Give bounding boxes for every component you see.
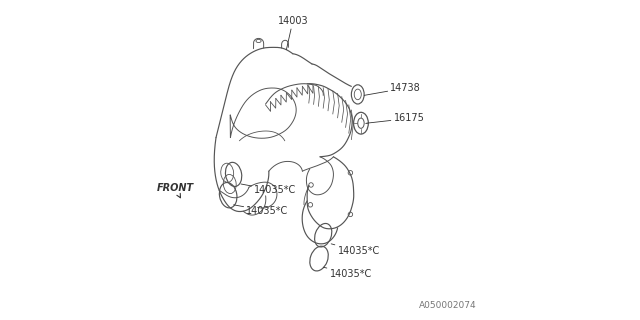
Text: 14738: 14738 [364, 83, 421, 95]
Text: FRONT: FRONT [156, 183, 193, 198]
Text: 14035*C: 14035*C [323, 267, 372, 279]
Text: 16175: 16175 [366, 113, 424, 124]
Text: 14035*C: 14035*C [332, 244, 380, 256]
Text: A050002074: A050002074 [419, 301, 477, 310]
Text: 14035*C: 14035*C [241, 184, 297, 196]
Text: 14003: 14003 [278, 16, 308, 50]
Text: 14035*C: 14035*C [234, 205, 289, 216]
